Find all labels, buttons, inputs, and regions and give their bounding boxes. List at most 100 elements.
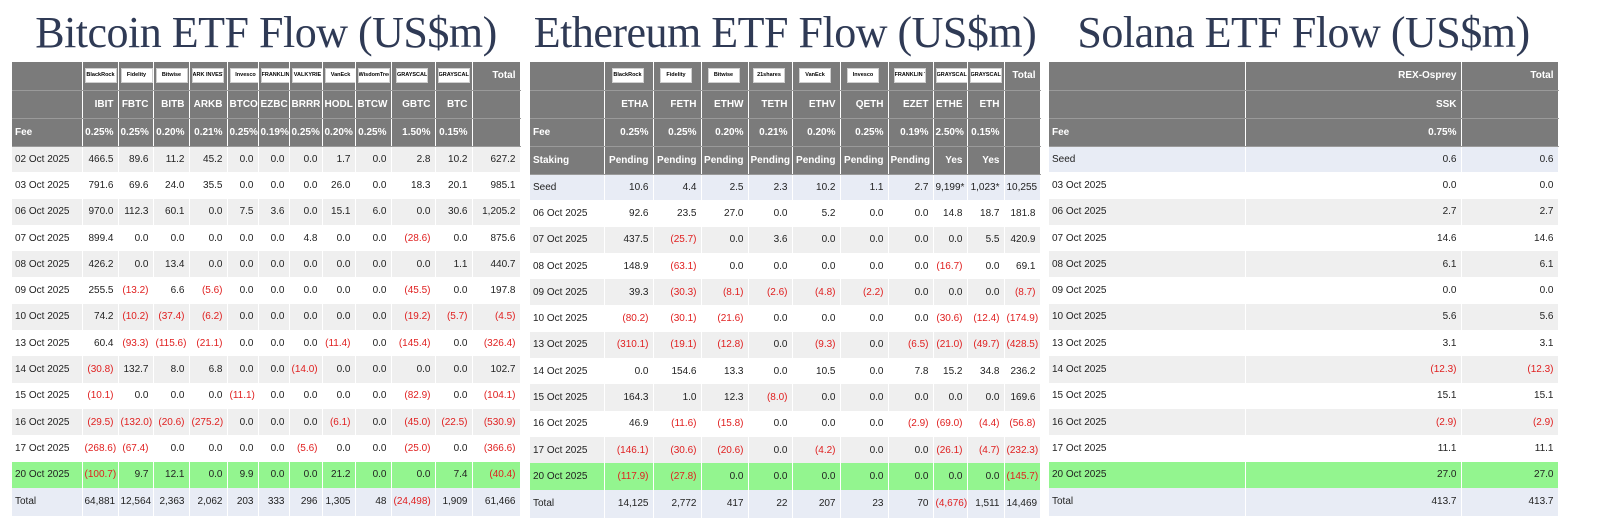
flow-value: 13.4 bbox=[153, 251, 190, 278]
issuer-logo: FRANKLIN TEMPLETON bbox=[893, 68, 926, 84]
flow-value: (8.1) bbox=[701, 279, 749, 306]
flow-value: (12.3) bbox=[1245, 356, 1462, 383]
flow-value: 0.0 bbox=[967, 384, 1005, 411]
row-total: (40.4) bbox=[472, 461, 521, 488]
flow-value: 2.7 bbox=[1245, 198, 1462, 225]
flow-value: 5.5 bbox=[967, 226, 1005, 253]
flow-value: 0.0 bbox=[701, 463, 749, 490]
header-spacer bbox=[1004, 90, 1041, 119]
cumulative-value: (4,676) bbox=[933, 489, 968, 518]
flow-value: (4.2) bbox=[792, 436, 841, 464]
flow-value: 0.0 bbox=[322, 224, 356, 252]
flow-value: 0.0 bbox=[227, 172, 259, 199]
flow-value: (30.8) bbox=[82, 356, 119, 383]
daily-flow-row: 16 Oct 2025 (2.9) (2.9) bbox=[1049, 408, 1559, 436]
daily-flow-row: 10 Oct 2025 5.6 5.6 bbox=[1049, 303, 1559, 331]
header-spacer bbox=[12, 90, 83, 119]
issuer-cell: FRANKLIN TEMPLETON bbox=[258, 62, 290, 91]
header-spacer bbox=[1461, 90, 1559, 119]
cumulative-value: 48 bbox=[355, 487, 392, 516]
fee-value: 0.25% bbox=[118, 118, 154, 147]
flow-value: (27.8) bbox=[653, 463, 702, 490]
ticker-header: SSK bbox=[1245, 90, 1462, 119]
row-total: 181.8 bbox=[1004, 200, 1041, 227]
seed-value: 1.1 bbox=[840, 174, 889, 201]
ticker-header: IBIT bbox=[82, 90, 119, 119]
daily-flow-row: 15 Oct 2025 (10.1) 0.0 0.0 0.0 (11.1) 0.0 0.0 0.… bbox=[12, 382, 521, 409]
ticker-header: FETH bbox=[653, 90, 702, 119]
issuer-logo: VALKYRIE bbox=[291, 68, 321, 84]
flow-value: (12.4) bbox=[967, 305, 1005, 332]
flow-value: 0.0 bbox=[227, 251, 259, 278]
issuer-cell: Fidelity bbox=[653, 62, 702, 91]
row-date: 10 Oct 2025 bbox=[12, 303, 83, 331]
flow-value: 0.0 bbox=[189, 251, 228, 278]
row-total: 0.0 bbox=[1461, 277, 1559, 304]
fee-value: 2.50% bbox=[933, 118, 968, 147]
flow-value: 0.0 bbox=[289, 277, 323, 304]
seed-value: 1,023* bbox=[967, 174, 1005, 201]
grand-total: 61,466 bbox=[472, 487, 521, 516]
flow-value: 74.2 bbox=[82, 303, 119, 331]
flow-value: 0.0 bbox=[153, 435, 190, 462]
daily-flow-row: 07 Oct 2025 899.4 0.0 0.0 0.0 0.0 0.0 4.8 0.0 0.0… bbox=[12, 224, 521, 252]
flow-value: 15.1 bbox=[1245, 382, 1462, 409]
flow-value: (5.6) bbox=[289, 435, 323, 462]
daily-flow-row: 13 Oct 2025 60.4 (93.3) (115.6) (21.1) 0.0 0.0… bbox=[12, 330, 521, 357]
row-total: (104.1) bbox=[472, 382, 521, 409]
total-column-header: Total bbox=[1461, 62, 1559, 91]
row-total: 169.6 bbox=[1004, 384, 1041, 411]
cumulative-value: 1,305 bbox=[322, 487, 356, 516]
flow-value: 0.0 bbox=[189, 461, 228, 488]
flow-value: 466.5 bbox=[82, 146, 119, 173]
flow-value: 0.0 bbox=[840, 200, 889, 227]
flow-value: 0.0 bbox=[227, 224, 259, 252]
row-total: 11.1 bbox=[1461, 435, 1559, 462]
cumulative-value: 22 bbox=[748, 489, 793, 518]
header-corner bbox=[530, 62, 605, 91]
daily-flow-row: 06 Oct 2025 970.0 112.3 60.1 0.0 7.5 3.6 0.0 15.… bbox=[12, 198, 521, 225]
fee-value: 0.75% bbox=[1245, 118, 1462, 147]
row-date: 13 Oct 2025 bbox=[1049, 330, 1246, 357]
flow-value: (14.0) bbox=[289, 356, 323, 383]
issuer-logo: GRAYSCALE bbox=[935, 68, 966, 84]
ticker-header: TETH bbox=[748, 90, 793, 119]
seed-row: Seed 10.6 4.4 2.5 2.3 10.2 1.1 2.7 9,199* 1,023* 1… bbox=[530, 174, 1041, 201]
flow-value: 0.0 bbox=[792, 384, 841, 411]
flow-value: 970.0 bbox=[82, 198, 119, 225]
fee-value: 0.25% bbox=[653, 118, 702, 147]
flow-value: 0.0 bbox=[840, 463, 889, 490]
flow-value: (145.4) bbox=[391, 330, 436, 357]
flow-value: 0.0 bbox=[391, 251, 436, 278]
flow-value: (63.1) bbox=[653, 252, 702, 280]
cumulative-total-row: Total 14,125 2,772 417 22 207 23 70 (4,676) 1,511… bbox=[530, 489, 1041, 518]
row-date: 10 Oct 2025 bbox=[1049, 303, 1246, 331]
flow-value: 0.0 bbox=[840, 331, 889, 359]
flow-value: 0.0 bbox=[355, 356, 392, 383]
daily-flow-row: 16 Oct 2025 46.9 (11.6) (15.8) 0.0 0.0 0.0 (2.9… bbox=[530, 410, 1041, 437]
total-column-header: Total bbox=[1004, 62, 1041, 91]
row-date: 16 Oct 2025 bbox=[530, 410, 605, 437]
issuer-cell: VALKYRIE bbox=[289, 62, 323, 91]
flow-value: 0.0 bbox=[355, 435, 392, 462]
fee-label: Fee bbox=[1049, 118, 1246, 147]
flow-value: 0.0 bbox=[792, 463, 841, 490]
daily-flow-row: 09 Oct 2025 0.0 0.0 bbox=[1049, 277, 1559, 304]
latest-day-row: 20 Oct 2025 (117.9) (27.8) 0.0 0.0 0.0 0.0 0.0 0… bbox=[530, 463, 1041, 490]
flow-value: 0.0 bbox=[258, 277, 290, 304]
row-date: 07 Oct 2025 bbox=[1049, 224, 1246, 252]
flow-value: 18.7 bbox=[967, 200, 1005, 227]
flow-value: 0.0 bbox=[748, 200, 793, 227]
fee-value: 0.25% bbox=[604, 118, 654, 147]
fee-value: 0.21% bbox=[748, 118, 793, 147]
row-total: (12.3) bbox=[1461, 356, 1559, 383]
ticker-header: ETHV bbox=[792, 90, 841, 119]
flow-value: 0.0 bbox=[391, 198, 436, 225]
issuer-cell: 21shares bbox=[748, 62, 793, 91]
daily-flow-row: 09 Oct 2025 39.3 (30.3) (8.1) (2.6) (4.8) (2.2… bbox=[530, 279, 1041, 306]
flow-value: 112.3 bbox=[118, 198, 154, 225]
flow-value: 12.1 bbox=[153, 461, 190, 488]
flow-value: 0.0 bbox=[355, 224, 392, 252]
cumulative-value: 23 bbox=[840, 489, 889, 518]
flow-value: 1.0 bbox=[653, 384, 702, 411]
